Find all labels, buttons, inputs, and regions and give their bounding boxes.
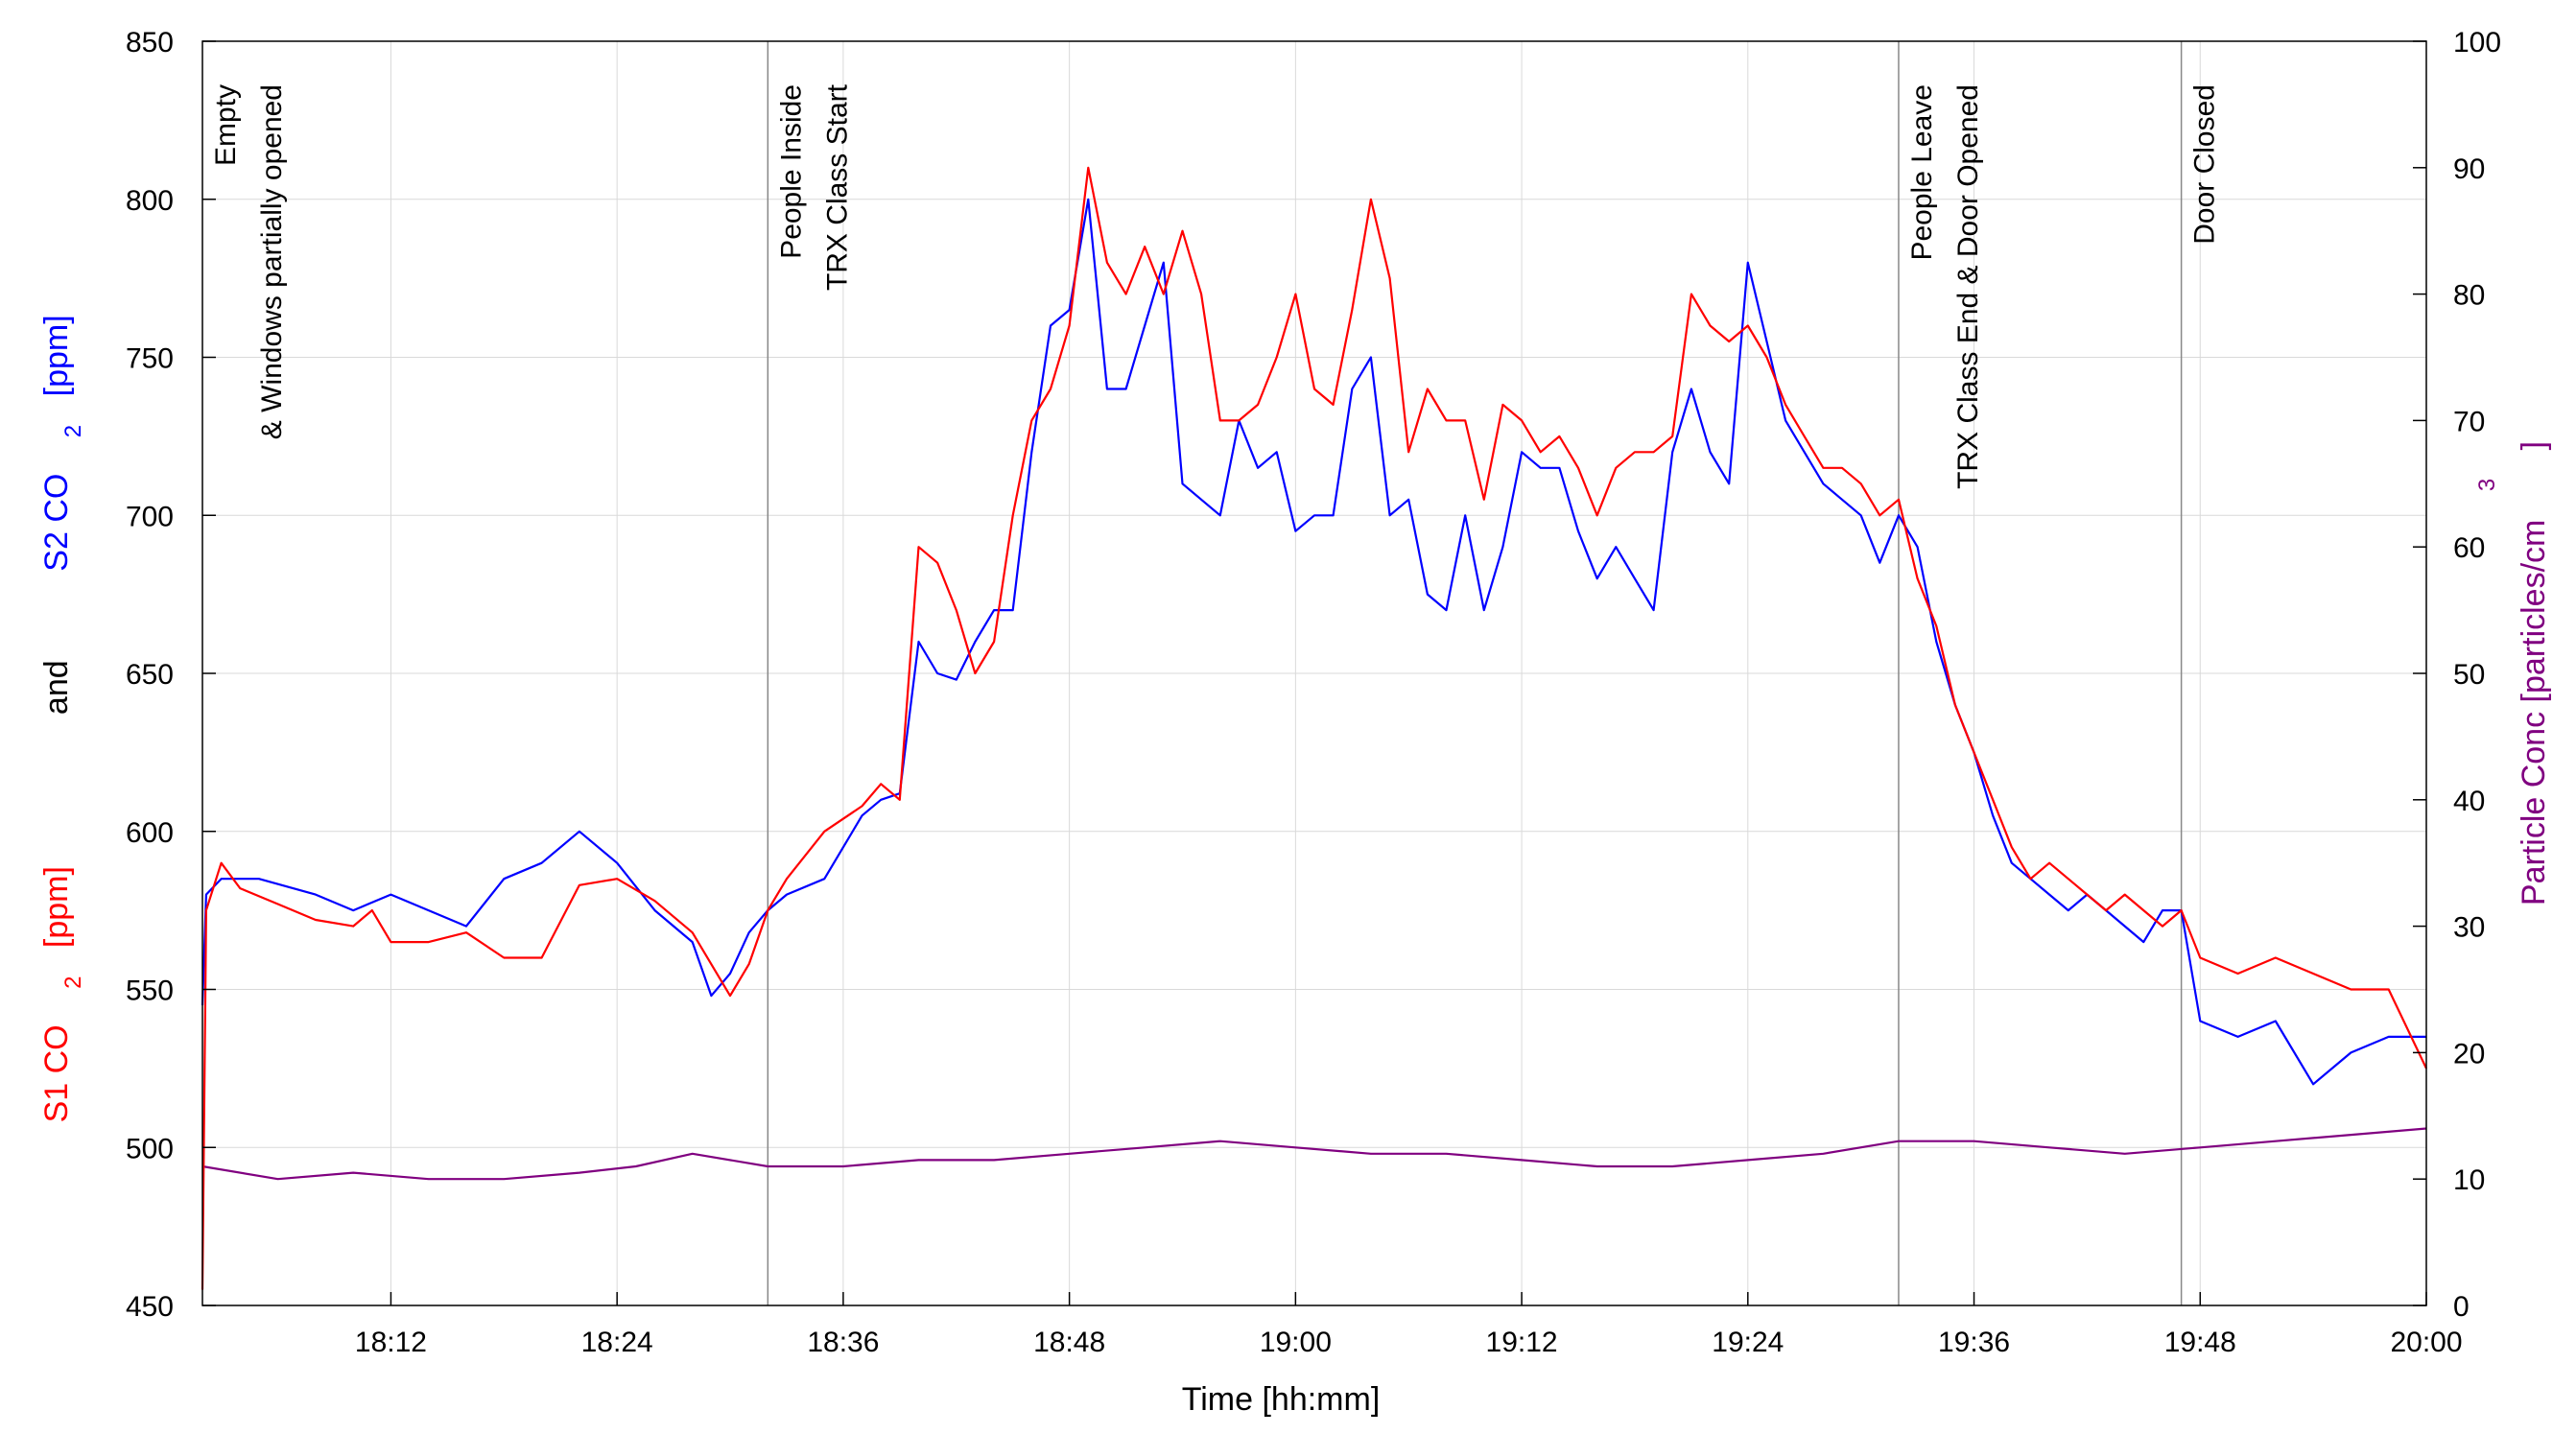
y-left-tick-label: 750: [126, 343, 174, 375]
y-right-tick-label: 50: [2453, 659, 2485, 691]
y-right-axis: 0 10 20 30 40 50 60 70 80 90 100: [2413, 27, 2501, 1323]
y-left-label-s1-sub: 2: [60, 976, 86, 989]
svg-text:Particle Conc [particles/cm: Particle Conc [particles/cm 3 ]: [2466, 441, 2552, 905]
series-layer: [201, 166, 2427, 1290]
y-right-tick-label: 40: [2453, 786, 2485, 817]
x-tick-label: 19:24: [1712, 1327, 1784, 1358]
x-axis-label: Time [hh:mm]: [1182, 1381, 1381, 1418]
y-right-tick-label: 30: [2453, 912, 2485, 944]
y-left-tick-label: 450: [126, 1291, 174, 1323]
y-right-tick-label: 70: [2453, 406, 2485, 437]
event-label: TRX Class Start: [821, 83, 853, 291]
y-right-tick-label: 0: [2453, 1291, 2470, 1323]
event-label: & Windows partially opened: [256, 84, 288, 439]
y-left-label-s1-unit: [ppm]: [38, 866, 75, 948]
event-markers: Empty & Windows partially opened People In…: [210, 41, 2221, 1305]
event-label: Empty: [210, 84, 242, 166]
x-tick-label: 20:00: [2390, 1327, 2462, 1358]
x-tick-label: 18:24: [581, 1327, 653, 1358]
event-label: Door Closed: [2189, 84, 2221, 245]
y-left-label-s2-sub: 2: [60, 425, 86, 437]
y-right-tick-label: 20: [2453, 1038, 2485, 1070]
event-label: TRX Class End & Door Opened: [1952, 84, 1984, 489]
y-right-tick-label: 90: [2453, 153, 2485, 185]
event-label: People Inside: [775, 84, 807, 259]
y-left-tick-label: 550: [126, 976, 174, 1007]
y-left-tick-label: 600: [126, 817, 174, 849]
y-right-tick-label: 80: [2453, 280, 2485, 312]
y-left-tick-label: 850: [126, 27, 174, 59]
y-right-axis-label: Particle Conc [particles/cm 3 ]: [2466, 441, 2552, 905]
svg-text:S1 CO 2 [ppm]: S1 CO 2 [ppm] and S2 CO 2 [ppm]: [38, 315, 88, 1122]
x-tick-label: 18:48: [1033, 1327, 1105, 1358]
series-particles: [201, 1127, 2427, 1181]
x-tick-label: 19:36: [1938, 1327, 2010, 1358]
y-left-tick-label: 650: [126, 659, 174, 691]
y-left-tick-label: 500: [126, 1133, 174, 1164]
y-left-axis: 450 500 550 600 650 700 750 800 850: [126, 27, 216, 1323]
x-tick-label: 19:00: [1260, 1327, 1332, 1358]
y-right-label-end: ]: [2516, 441, 2552, 450]
x-tick-label: 18:36: [807, 1327, 879, 1358]
y-right-tick-label: 100: [2453, 27, 2501, 59]
y-left-tick-label: 700: [126, 501, 174, 532]
y-left-label-s2-unit: [ppm]: [38, 315, 75, 396]
y-left-label-and: and: [38, 660, 75, 715]
y-right-label-main: Particle Conc [particles/cm: [2516, 520, 2552, 905]
x-tick-label: 18:12: [355, 1327, 427, 1358]
event-label: People Leave: [1906, 84, 1938, 261]
y-right-label-sup: 3: [2474, 479, 2500, 491]
x-tick-label: 19:48: [2164, 1327, 2236, 1358]
y-left-label-s2: S2 CO: [38, 474, 75, 572]
y-left-tick-label: 800: [126, 185, 174, 217]
y-left-label-s1: S1 CO: [38, 1024, 75, 1122]
x-axis: 18:12 18:24 18:36 18:48 19:00 19:12 19:24 19:36…: [355, 1292, 2463, 1358]
series-s2-co2: [201, 198, 2426, 1086]
y-left-axis-label: S1 CO 2 [ppm] and S2 CO 2 [ppm]: [38, 315, 88, 1122]
series-s1-co2: [201, 166, 2427, 1290]
x-tick-label: 19:12: [1486, 1327, 1558, 1358]
y-right-tick-label: 60: [2453, 532, 2485, 564]
y-right-tick-label: 10: [2453, 1164, 2485, 1196]
